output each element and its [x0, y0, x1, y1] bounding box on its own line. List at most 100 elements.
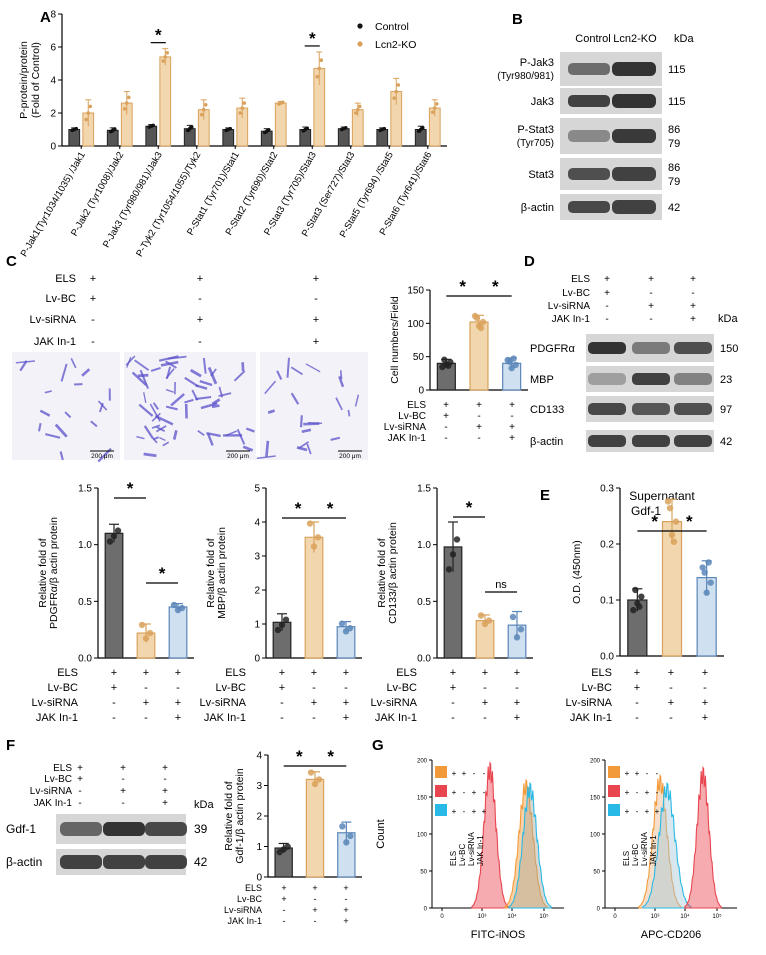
panel-d-band: [674, 435, 712, 447]
panel-f-condition-label: ELS: [245, 883, 262, 893]
panel-g-right-xtick-label: 10³: [651, 914, 660, 920]
panel-d-band: [588, 403, 626, 415]
panel-e-condition-sign: +: [668, 667, 674, 679]
panel-a-bar-control: [69, 130, 80, 147]
panel-e-condition-label: Lv-BC: [581, 682, 612, 694]
panel-c-cd133-condition-sign: -: [451, 712, 455, 724]
panel-b-row-label: Jak3: [531, 96, 554, 108]
panel-a-data-point: [421, 126, 425, 130]
panel-c-pdgfr-condition-sign: -: [112, 712, 116, 724]
panel-c-pdgfr-condition-sign: +: [143, 697, 149, 709]
panel-a-bar-control: [338, 129, 349, 146]
panel-f-ytick-label: 0: [256, 873, 262, 884]
panel-a-bar-ko: [160, 57, 171, 146]
panel-b-row-sublabel: (Tyr980/981): [497, 71, 554, 82]
panel-c-pdgfr-condition-sign: +: [111, 667, 117, 679]
panel-c-mbp-condition-sign: -: [280, 712, 284, 724]
panel-g-left-xlabel: FITC-iNOS: [471, 929, 525, 941]
panel-c-mbp-ytick-label: 4: [254, 518, 260, 529]
panel-g-left-legend-sign: -: [463, 788, 466, 797]
panel-g-right-legend-sign: -: [636, 788, 639, 797]
panel-c-stained-cell: [303, 424, 319, 425]
panel-c-mbp-condition-sign: -: [280, 697, 284, 709]
panel-c-cd133-condition-sign: +: [514, 667, 520, 679]
panel-g-left-legend-sign: -: [483, 769, 486, 778]
panel-d-condition-sign: -: [605, 301, 608, 312]
panel-d-band: [674, 403, 712, 415]
panel-g-left-legend-sign: +: [472, 807, 477, 816]
panel-c-mbp-condition-sign: +: [343, 712, 349, 724]
panel-c-count-ytick-label: 150: [407, 286, 424, 297]
panel-c-mbp-sig-marker: *: [327, 499, 334, 518]
panel-c-cd133-ytick-label: 1.0: [417, 540, 431, 551]
panel-g-right-histogram: [685, 768, 721, 908]
panel-e-condition-sign: +: [668, 697, 674, 709]
panel-e-sig-marker: *: [686, 512, 693, 531]
panel-e-condition-label: Lv-siRNA: [566, 697, 613, 709]
panel-g-right-ytick-label: 50: [593, 870, 600, 876]
panel-c-pdgfr-data-point: [111, 533, 117, 539]
panel-c-pdgfr-ytick-label: 0.0: [78, 654, 92, 665]
panel-a-data-point: [319, 58, 323, 62]
panel-c-pdgfr-condition-sign: -: [112, 697, 116, 709]
panel-b-kda-value: 86: [668, 124, 680, 136]
panel-c-cd133-condition-sign: +: [450, 667, 456, 679]
panel-letter-d: D: [524, 253, 535, 270]
panel-c-count-condition-sign: +: [476, 422, 482, 433]
panel-g-right-legend-sign: +: [645, 807, 650, 816]
panel-d-condition-sign: +: [690, 301, 696, 312]
panel-b-band: [612, 62, 656, 76]
panel-a-ytick-label: 4: [50, 76, 56, 87]
panel-b-kda-value: 42: [668, 202, 680, 214]
panel-a-data-point: [228, 127, 232, 131]
panel-a-bar-control: [377, 130, 388, 147]
panel-f-condition-sign: +: [343, 883, 348, 893]
panel-e-condition-label: JAK In-1: [570, 712, 612, 724]
panel-c-mbp-data-point: [347, 625, 353, 631]
panel-c-mbp-condition-sign: +: [279, 667, 285, 679]
panel-f-band: [60, 822, 102, 836]
panel-b-kda-value: 115: [668, 96, 686, 108]
panel-c-count-condition-sign: +: [509, 400, 515, 411]
panel-c-condition-label: JAK In-1: [34, 336, 76, 348]
panel-e-data-point: [638, 593, 644, 599]
panel-c: ELS+++Lv-BC+--Lv-siRNA-++JAK In-1--+200 …: [12, 273, 533, 724]
panel-c-mbp-bar: [305, 537, 323, 658]
panel-c-count-ytick-label: 50: [413, 352, 425, 363]
panel-g-left-ytick-label: 0: [424, 907, 428, 913]
panel-d-row-label: MBP: [530, 374, 554, 386]
panel-g-left-xtick-label: 10⁵: [539, 913, 549, 920]
panel-a-data-point: [358, 105, 362, 109]
panel-e-sig-marker: *: [651, 512, 658, 531]
panel-c-pdgfr-condition-sign: +: [175, 667, 181, 679]
panel-d-condition-sign: +: [690, 314, 696, 325]
panel-c-pdgfr-ylabel: PDGFRα/β actin protein: [48, 517, 60, 629]
panel-f-condition-label: Lv-BC: [44, 774, 72, 785]
panel-f-row-label: Gdf-1: [6, 822, 36, 836]
panel-d-condition-label: Lv-siRNA: [548, 301, 591, 312]
panel-d-condition-sign: -: [605, 314, 608, 325]
panel-a-data-point: [281, 100, 285, 104]
panel-f-condition-label: JAK In-1: [227, 916, 262, 926]
panel-c-condition-label: Lv-BC: [45, 293, 76, 305]
panel-c-count-sig-marker: *: [459, 277, 466, 296]
panel-f-data-point: [339, 823, 345, 829]
panel-a-data-point: [267, 128, 271, 132]
panel-g-left-legend-swatch: [435, 766, 447, 778]
panel-f-condition-sign: +: [120, 763, 126, 774]
panel-g-left-legend-sign: +: [452, 788, 457, 797]
panel-g-right-legend-col-label: Lv-BC: [631, 844, 640, 866]
panel-g-right-ytick-label: 100: [590, 833, 601, 839]
panel-f-condition-label: ELS: [53, 763, 72, 774]
panel-c-count-condition-sign: +: [509, 422, 515, 433]
panel-c-count-condition-label: JAK In-1: [388, 433, 427, 444]
panel-f-kda-value: 42: [194, 855, 208, 869]
panel-c-pdgfr-condition-sign: -: [144, 682, 148, 694]
panel-e-condition-sign: +: [702, 712, 708, 724]
panel-c-pdgfr-condition-label: ELS: [57, 667, 78, 679]
panel-c-mbp-ytick-label: 1: [254, 620, 260, 631]
panel-g-left-ytick-label: 150: [417, 796, 428, 802]
